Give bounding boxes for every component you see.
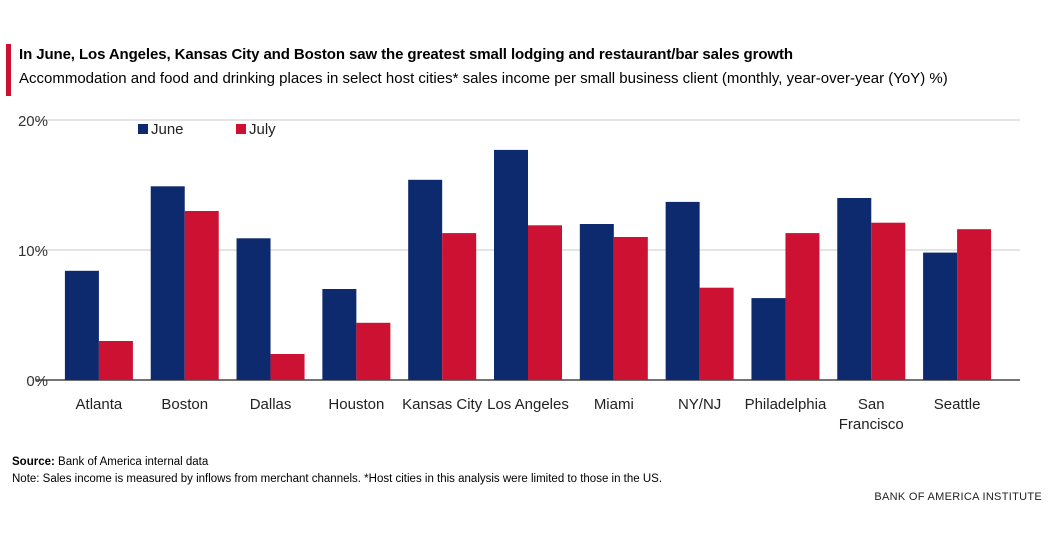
legend-label-july: July bbox=[249, 121, 276, 138]
brand-label: BANK OF AMERICA INSTITUTE bbox=[874, 491, 1042, 503]
bar-july bbox=[871, 222, 906, 380]
bar-june bbox=[322, 289, 357, 380]
bar-june bbox=[837, 198, 872, 380]
x-tick-label: Miami bbox=[594, 396, 634, 413]
bar-chart: 0% 10% 20% Atlanta Boston Dallas Houston Kansas… bbox=[18, 113, 1020, 433]
title-accent-bar bbox=[6, 44, 11, 96]
chart-subtitle: Accommodation and food and drinking plac… bbox=[19, 70, 948, 87]
bar-june bbox=[236, 238, 271, 380]
bar-july bbox=[184, 211, 219, 380]
bar-june bbox=[665, 201, 700, 380]
legend-swatch-june bbox=[138, 124, 148, 134]
chart-title: In June, Los Angeles, Kansas City and Bo… bbox=[19, 46, 793, 63]
bar-july bbox=[699, 287, 734, 380]
bar-june bbox=[751, 298, 786, 380]
bar-july bbox=[98, 341, 133, 380]
x-tick-label: Dallas bbox=[250, 396, 292, 413]
bar-july bbox=[442, 233, 477, 380]
bar-june bbox=[923, 252, 958, 380]
bar-july bbox=[785, 233, 820, 380]
bar-july bbox=[957, 229, 992, 380]
y-tick-label: 20% bbox=[18, 113, 48, 130]
y-tick-label: 10% bbox=[18, 243, 48, 260]
source-text: Bank of America internal data bbox=[58, 456, 209, 468]
bar-june bbox=[579, 224, 614, 380]
x-tick-label: Philadelphia bbox=[745, 396, 827, 413]
bar-july bbox=[356, 322, 391, 380]
bar-july bbox=[613, 237, 648, 380]
x-tick-label: San bbox=[858, 396, 885, 413]
x-tick-label: Atlanta bbox=[76, 396, 123, 413]
source-label: Source: bbox=[12, 456, 55, 468]
x-tick-label: Boston bbox=[161, 396, 208, 413]
bar-july bbox=[528, 225, 562, 380]
source-line: Source: Bank of America internal data bbox=[12, 456, 208, 468]
x-tick-label: NY/NJ bbox=[678, 396, 721, 413]
x-tick-label: Seattle bbox=[934, 396, 981, 413]
x-tick-label: Francisco bbox=[839, 416, 904, 433]
y-tick-label: 0% bbox=[26, 373, 48, 390]
x-tick-label: Houston bbox=[328, 396, 384, 413]
bar-july bbox=[270, 354, 305, 380]
bar-june bbox=[494, 149, 528, 380]
x-tick-label: Kansas City bbox=[402, 396, 483, 413]
bar-june bbox=[64, 270, 99, 380]
legend-swatch-july bbox=[236, 124, 246, 134]
x-tick-label: Los Angeles bbox=[487, 396, 569, 413]
legend-label-june: June bbox=[151, 121, 184, 138]
bar-june bbox=[150, 186, 185, 380]
footnote: Note: Sales income is measured by inflow… bbox=[12, 473, 663, 485]
bar-june bbox=[408, 179, 443, 380]
